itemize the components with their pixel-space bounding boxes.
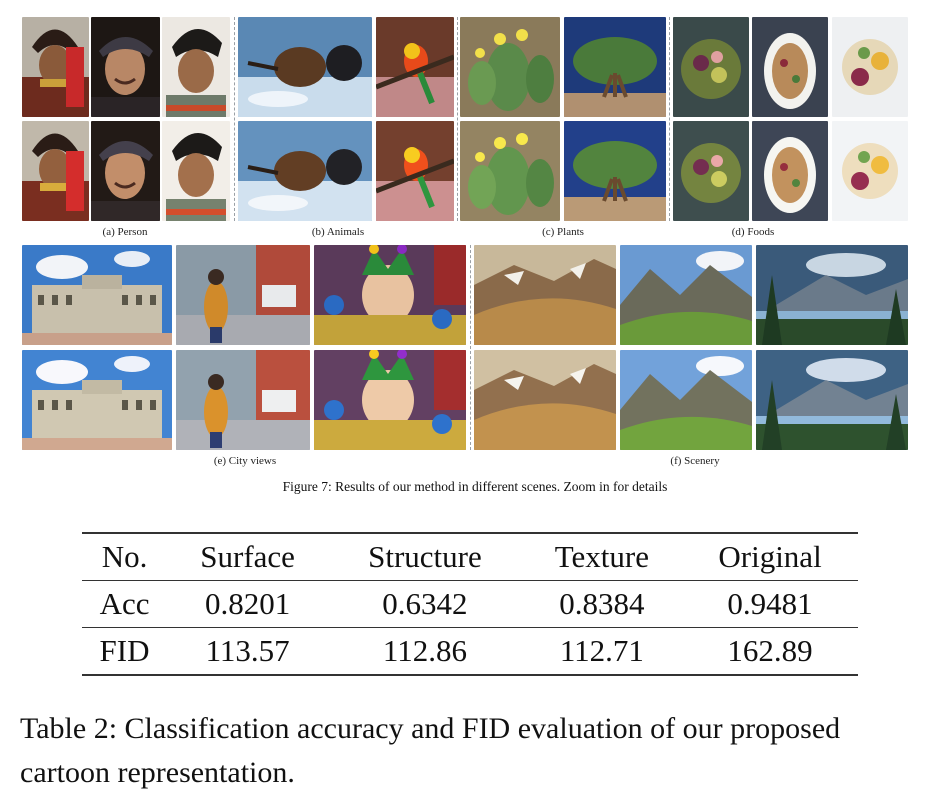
photo-plants-tree-output <box>564 121 666 221</box>
photo-person-old-woman-output <box>91 121 160 221</box>
photo-plants-cactus-output <box>460 121 560 221</box>
table-caption: Table 2: Classification accuracy and FID… <box>20 712 841 789</box>
table-cell: 0.8384 <box>559 586 645 621</box>
table-cell: 112.86 <box>382 633 467 668</box>
photo-scenery-lake-forest-input <box>756 245 908 345</box>
photo-foods-dish-output <box>832 121 908 221</box>
table-cell: FID <box>99 633 150 668</box>
photo-person-man-headdress-output <box>22 121 89 221</box>
photo-foods-salad-bowl-output <box>673 121 749 221</box>
label-city-views: (e) City views <box>213 455 277 467</box>
table-header-cell: Structure <box>368 539 482 574</box>
photo-person-smiling-man-output <box>162 121 230 221</box>
label-foods: (d) Foods <box>731 226 775 238</box>
table-header-cell: Surface <box>200 539 295 574</box>
table-cell: 0.8201 <box>204 586 291 621</box>
results-table: No. Surface Structure Texture Original A… <box>82 532 858 676</box>
photo-person-man-headdress-input <box>22 17 89 117</box>
photo-plants-tree-input <box>564 17 666 117</box>
table-header-cell: Texture <box>554 539 649 574</box>
photo-city-street-output <box>176 350 310 450</box>
table-header-row: No. Surface Structure Texture Original <box>82 533 858 581</box>
photo-scenery-lake-forest-output <box>756 350 908 450</box>
photo-person-old-woman-input <box>91 17 160 117</box>
table-cell: Acc <box>99 586 150 621</box>
photo-foods-platter-output <box>752 121 828 221</box>
photo-scenery-hills-input <box>474 245 616 345</box>
figure-caption: Figure 7: Results of our method in diffe… <box>282 479 668 494</box>
table-header-cell: No. <box>101 539 148 574</box>
photo-animals-bison-output <box>238 121 372 221</box>
table-row: FID 113.57 112.86 112.71 162.89 <box>82 627 858 675</box>
group-separator <box>470 245 471 450</box>
table-header-cell: Original <box>718 539 822 574</box>
table-cell: 113.57 <box>205 633 290 668</box>
photo-city-street-input <box>176 245 310 345</box>
label-person: (a) Person <box>102 226 148 238</box>
photo-foods-dish-input <box>832 17 908 117</box>
photo-plants-cactus-input <box>460 17 560 117</box>
group-separator <box>457 17 458 221</box>
table-cell: 0.6342 <box>382 586 468 621</box>
label-scenery: (f) Scenery <box>670 455 720 467</box>
photo-scenery-hills-output <box>474 350 616 450</box>
table-row: Acc 0.8201 0.6342 0.8384 0.9481 <box>82 581 858 628</box>
photo-animals-parrot-output <box>376 121 454 221</box>
table-cell: 0.9481 <box>727 586 813 621</box>
label-animals: (b) Animals <box>311 226 365 238</box>
photo-foods-platter-input <box>752 17 828 117</box>
photo-animals-parrot-input <box>376 17 454 117</box>
group-separator <box>234 17 235 221</box>
group-separator <box>669 17 670 221</box>
table-cell: 162.89 <box>727 633 813 668</box>
photo-person-smiling-man-input <box>162 17 230 117</box>
photo-city-parade-output <box>314 350 466 450</box>
photo-scenery-valley-output <box>620 350 752 450</box>
photo-city-palace-input <box>22 245 172 345</box>
photo-city-palace-output <box>22 350 172 450</box>
photo-scenery-valley-input <box>620 245 752 345</box>
table-cell: 112.71 <box>559 633 644 668</box>
photo-animals-bison-input <box>238 17 372 117</box>
photo-foods-salad-bowl-input <box>673 17 749 117</box>
photo-city-parade-input <box>314 245 466 345</box>
label-plants: (c) Plants <box>542 226 584 238</box>
